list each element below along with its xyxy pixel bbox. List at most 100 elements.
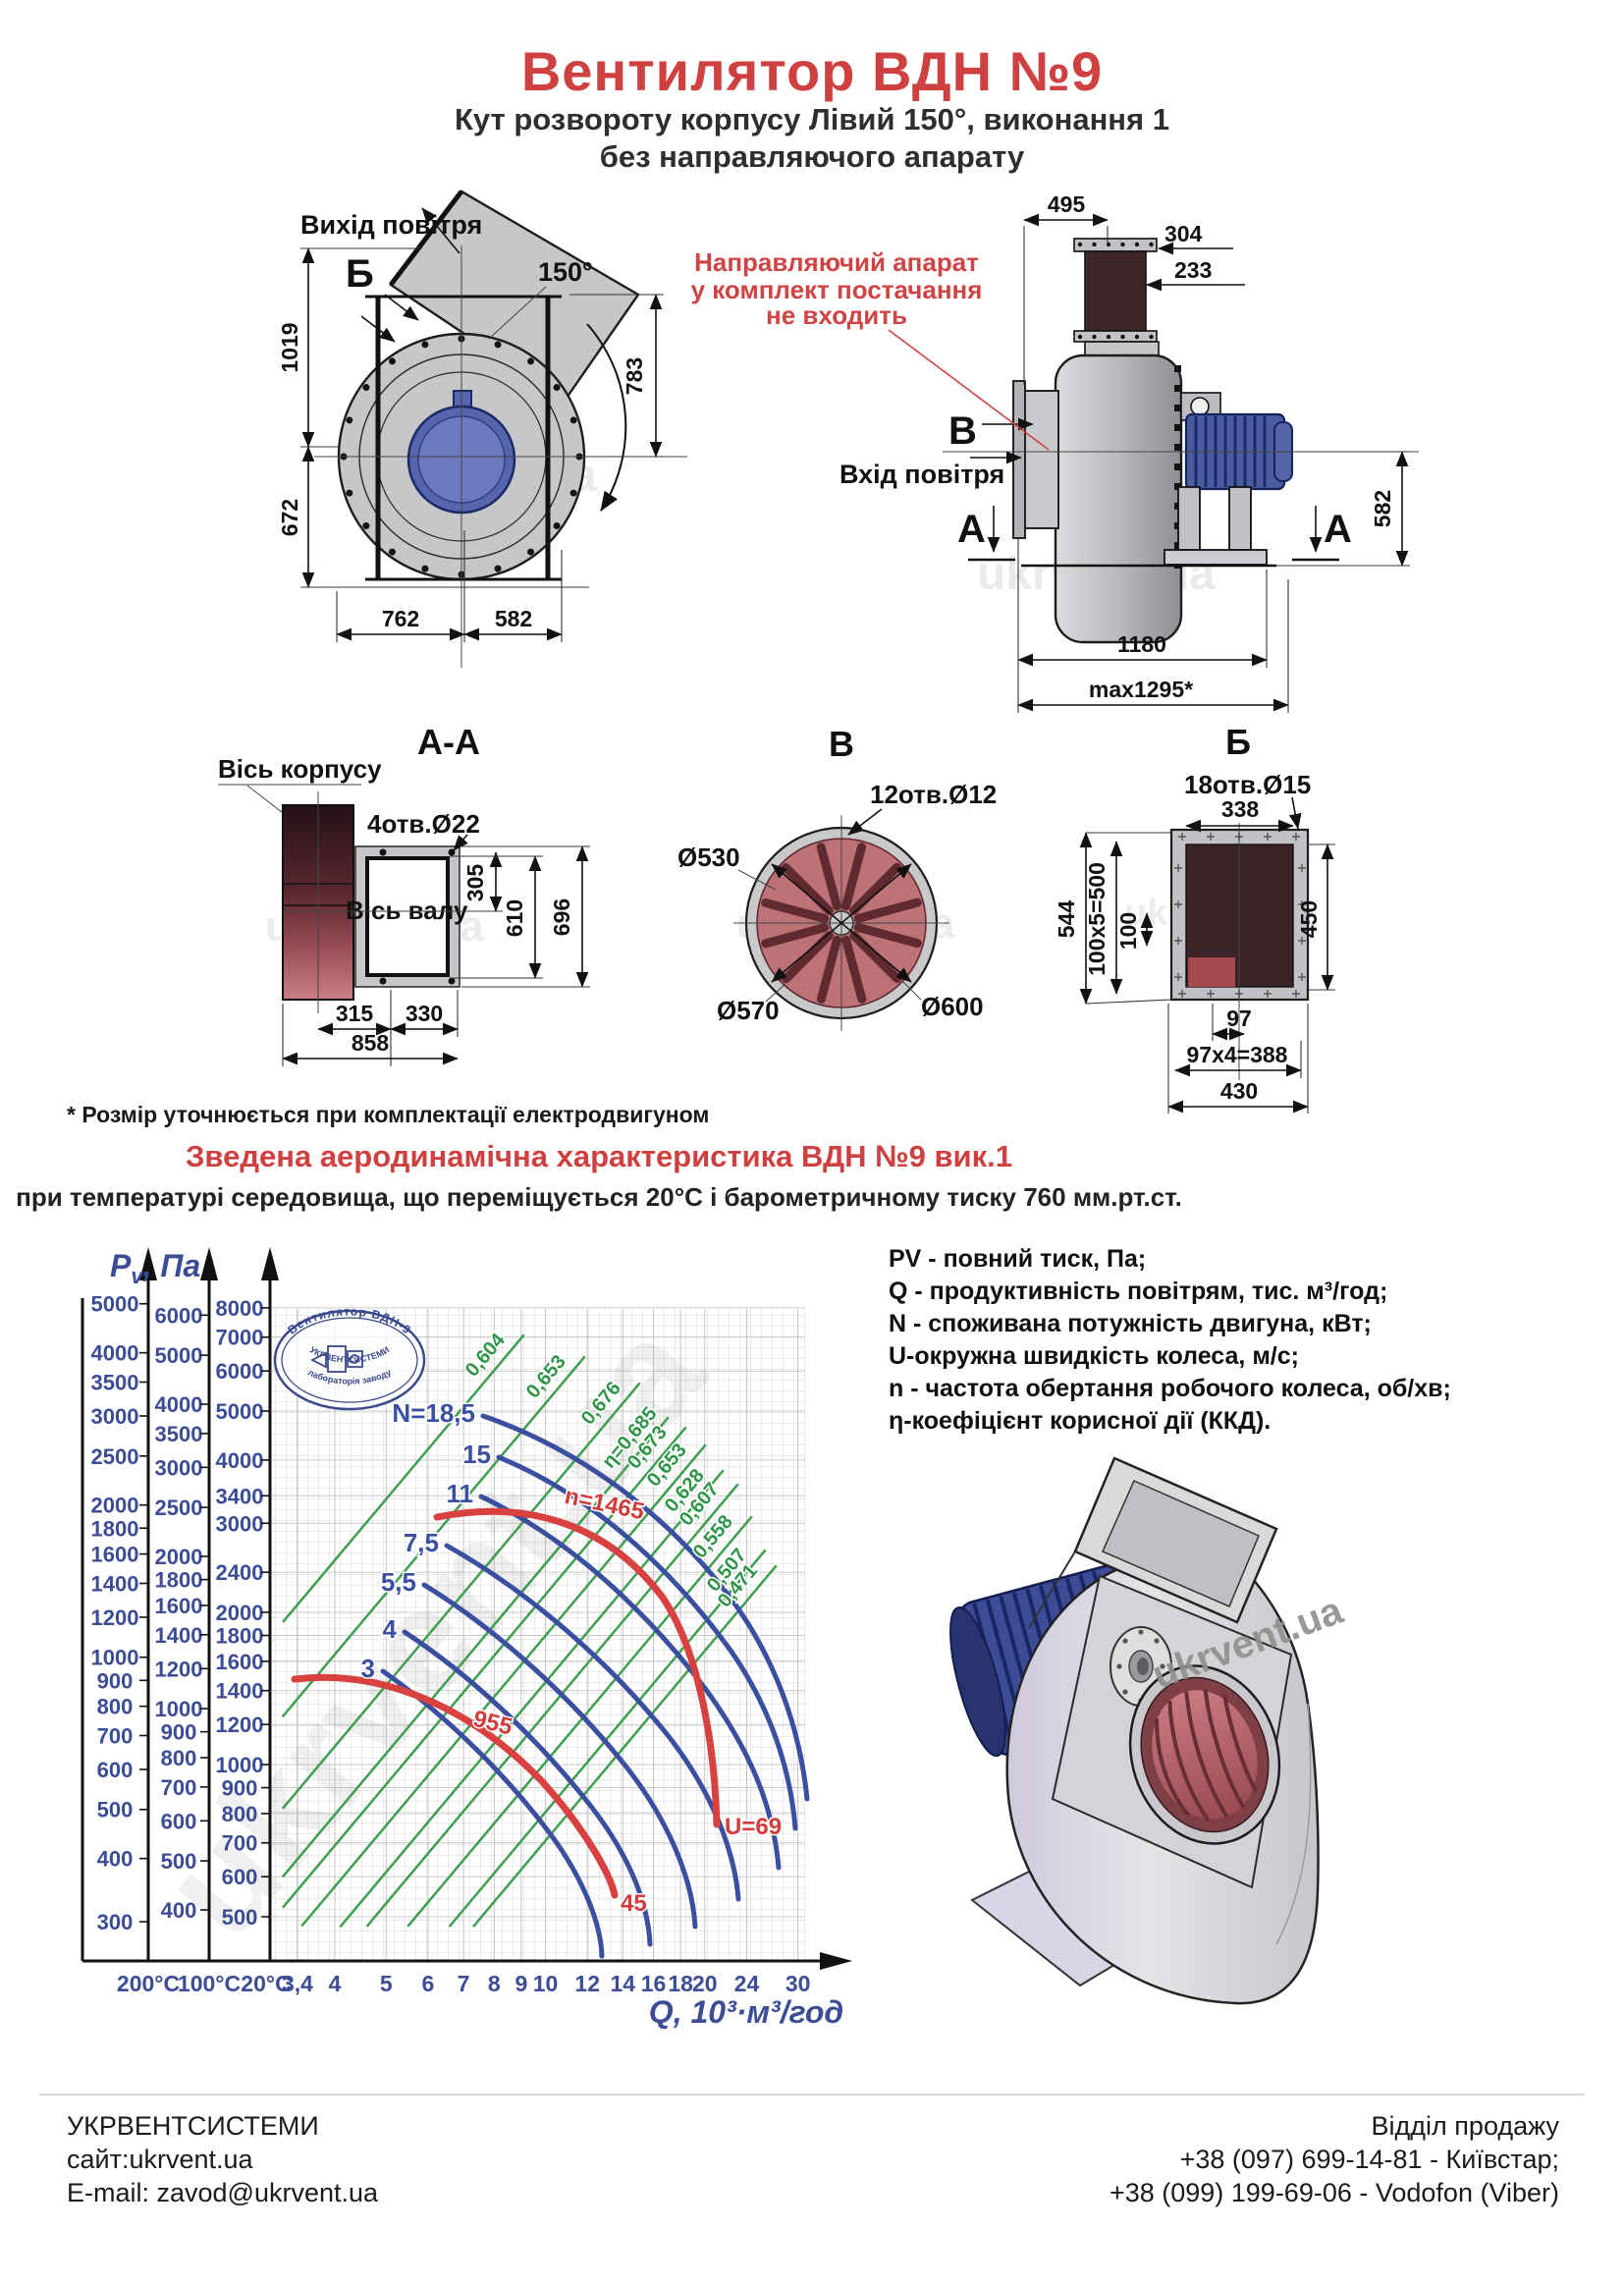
dim-783: 783: [622, 357, 647, 395]
x-tick: 18: [668, 1971, 693, 1996]
speed-curves: [291, 1507, 721, 1899]
outlet-section-dark: [1084, 250, 1147, 332]
stamp-fan-icon: [309, 1345, 363, 1373]
y-tick: 4000: [216, 1448, 264, 1473]
y-tick: 1400: [216, 1679, 264, 1704]
bolt-dot: [494, 565, 502, 572]
bolt-dot: [569, 416, 577, 424]
y-tick: 2000: [91, 1494, 139, 1518]
y-tick: 1200: [155, 1657, 203, 1681]
outlet-inner-detail: [1188, 957, 1235, 987]
y-axis-label: Pv, Па: [110, 1248, 200, 1288]
y-tick: 3000: [216, 1511, 264, 1536]
y-tick: 800: [222, 1802, 258, 1826]
x-tick: 6: [422, 1971, 435, 1996]
footer-phone1[interactable]: +38 (097) 699-14-81 - Київстар;: [1179, 2145, 1559, 2174]
bolt-dot: [421, 565, 429, 572]
efficiency-line: [365, 1483, 739, 1928]
y-tick: 500: [222, 1905, 258, 1930]
dim-430: 430: [1220, 1078, 1258, 1104]
bolt-dot: [1106, 334, 1111, 340]
x-tick: 4: [329, 1971, 342, 1996]
base-plate: [1164, 549, 1268, 566]
legend-line: N - споживана потужність двигуна, кВт;: [889, 1310, 1372, 1337]
footnote: * Розмір уточнюється при комплектації ел…: [67, 1102, 710, 1127]
dim-338: 338: [1221, 796, 1260, 822]
side-view-drawing: В Вхід повітря А А Направляючий апарат у…: [691, 191, 1419, 713]
power-curve-label: N=18,5: [392, 1398, 475, 1428]
y-tick: 1000: [155, 1697, 203, 1721]
bolt-cross: [1178, 990, 1186, 998]
flange-bolt: [1174, 385, 1181, 392]
footer-phone2[interactable]: +38 (099) 199-69-06 - Vodofon (Viber): [1109, 2178, 1559, 2207]
bolt-cross: [1298, 864, 1306, 872]
x-tick: 9: [514, 1971, 527, 1996]
bolt-dot: [362, 522, 370, 530]
dim-500: 100х5=500: [1084, 862, 1110, 976]
bolt-cross: [1298, 973, 1306, 981]
y-tick: 500: [97, 1798, 134, 1823]
bolt-dot: [1149, 334, 1154, 340]
bolt-dot: [1149, 242, 1154, 247]
y-tick: 4000: [91, 1341, 139, 1366]
holes-4-label: 4отв.Ø22: [367, 809, 480, 839]
y-tick: 7000: [216, 1326, 264, 1350]
dim-762: 762: [382, 606, 419, 631]
bolt-dot: [388, 548, 396, 556]
x-tick: 7: [458, 1971, 470, 1996]
dim-315: 315: [336, 1001, 374, 1026]
fan-3d-render: ukrvent.ua: [949, 1456, 1349, 2005]
dim-388: 97х4=388: [1187, 1042, 1288, 1067]
bolt-dot: [1092, 334, 1097, 340]
efficiency-line: [281, 1426, 687, 1909]
efficiency-line: [448, 1549, 767, 1928]
y-tick: 300: [97, 1910, 134, 1934]
section-a-mark-left: А: [957, 508, 986, 551]
y-tick: 5000: [91, 1292, 139, 1317]
red-note-line1: Направляючий апарат: [694, 247, 979, 277]
red-note-line2: у комплект постачання: [691, 275, 983, 304]
bolt-cross: [1178, 833, 1186, 841]
y-tick: 3400: [216, 1484, 264, 1508]
inlet-3d: [1128, 1664, 1281, 1845]
y-tick: 6000: [216, 1359, 264, 1384]
x-tick: 8: [488, 1971, 501, 1996]
y-tick: 1600: [216, 1650, 264, 1674]
y-tick: 600: [97, 1758, 134, 1782]
technical-drawings: ukrvent.ua ukrvent.ua ukrvent.ua ukrvent…: [218, 190, 1419, 1114]
y-tick: 500: [161, 1849, 197, 1874]
bolt-dot: [1134, 334, 1140, 340]
flange-bolt: [1174, 463, 1181, 470]
section-b-title: Б: [1225, 722, 1251, 762]
chart-ticks: 5000400035003000250020001800160014001200…: [91, 1292, 811, 1996]
footer-email[interactable]: E-mail: zavod@ukrvent.ua: [67, 2178, 379, 2207]
dim-1180: 1180: [1117, 631, 1166, 657]
axis-housing-label: Вісь корпусу: [218, 754, 382, 784]
x-tick: 20: [692, 1971, 718, 1996]
chart-title: Зведена аеродинамічна характеристика ВДН…: [186, 1139, 1012, 1173]
section-aa-drawing: А-А Вісь корпусу 4отв.Ø22 Вісь валу 305 …: [218, 722, 590, 1066]
flange-bolt: [1174, 444, 1181, 451]
y-tick: 800: [161, 1746, 197, 1770]
efficiency-line: [281, 1355, 586, 1718]
legend-line: U-окружна швидкість колеса, м/с;: [889, 1342, 1299, 1370]
temp-scale-label: 100°C: [178, 1971, 241, 1996]
x-tick: 30: [785, 1971, 811, 1996]
y-tick: 800: [97, 1695, 134, 1719]
footer-site[interactable]: сайт:ukrvent.ua: [67, 2145, 253, 2174]
y-tick: 5000: [216, 1399, 264, 1424]
front-view-drawing: Вихід повітря Б 150° 1019 672 783 762: [277, 190, 687, 668]
bolt-dot: [553, 522, 561, 530]
dia-570: Ø570: [717, 996, 780, 1025]
chart-axes: [81, 1279, 820, 1963]
section-aa-title: А-А: [417, 722, 480, 762]
bolt-dot: [1120, 334, 1125, 340]
bolt-cross: [1207, 990, 1215, 998]
footer-right: Відділ продажу +38 (097) 699-14-81 - Киї…: [1110, 2109, 1559, 2209]
bolt-cross: [1174, 900, 1182, 908]
dim-696: 696: [549, 898, 574, 936]
y-tick: 900: [97, 1668, 134, 1693]
y-tick: 1200: [91, 1605, 139, 1630]
footer-sales: Відділ продажу: [1371, 2111, 1559, 2141]
